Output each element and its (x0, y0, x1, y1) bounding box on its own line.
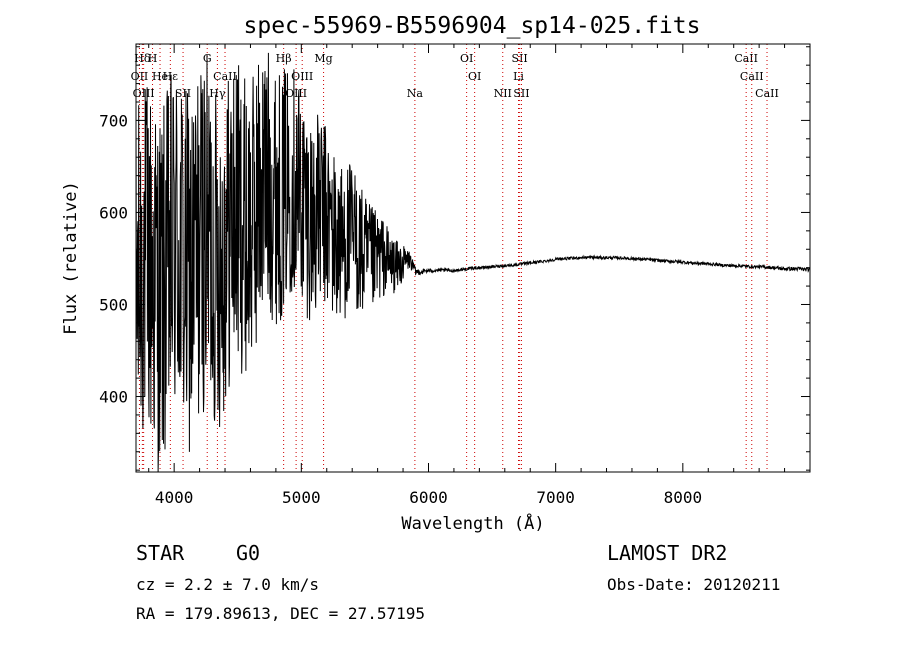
line-marker-label: Li (513, 70, 524, 83)
survey-label: LAMOST DR2 (607, 541, 728, 565)
line-marker-label: SII (513, 87, 529, 100)
y-tick-label: 600 (99, 203, 128, 222)
line-marker-label: Hγ (209, 87, 226, 100)
y-tick-label: 700 (99, 111, 128, 130)
line-marker-label: CaII (734, 52, 758, 65)
line-marker-label: SII (175, 87, 191, 100)
x-tick-label: 8000 (664, 488, 703, 507)
cz-label: cz = 2.2 ± 7.0 km/s (136, 575, 320, 594)
y-axis-label: Flux (relative) (61, 181, 81, 335)
line-marker-label: CaII (213, 70, 237, 83)
line-marker-label: OII (131, 70, 149, 83)
line-marker-label: NII (494, 87, 512, 100)
x-axis-label: Wavelength (Å) (401, 512, 544, 534)
line-marker-label: H (148, 52, 158, 65)
y-tick-label: 400 (99, 388, 128, 407)
x-tick-label: 7000 (536, 488, 575, 507)
line-marker-label: Mg (314, 52, 332, 65)
plot-frame (135, 43, 811, 473)
x-axis: 4000 5000 6000 7000 8000 (148, 44, 786, 507)
line-marker-label: SII (512, 52, 528, 65)
line-marker-label: OI (460, 52, 473, 65)
line-marker-label: OI (468, 70, 481, 83)
y-tick-label: 500 (99, 295, 128, 314)
line-marker-label: Hβ (276, 52, 292, 65)
x-tick-label: 6000 (409, 488, 448, 507)
spectrum-series (135, 52, 810, 473)
spectrum-line (135, 52, 810, 473)
x-tick-label: 4000 (155, 488, 194, 507)
class-label: STAR (136, 541, 185, 565)
line-marker-label: CaII (755, 87, 779, 100)
line-marker-label: OIII (291, 70, 313, 83)
line-marker-label: Hε (163, 70, 179, 83)
x-tick-label: 5000 (282, 488, 321, 507)
line-marker-label: Hδ (134, 52, 151, 65)
subclass-label: G0 (236, 541, 261, 565)
y-axis: 400 500 600 700 (99, 46, 810, 471)
line-marker-label: OIII (285, 87, 307, 100)
chart-title: spec-55969-B5596904_sp14-025.fits (244, 13, 701, 39)
obs-date-label: Obs-Date: 20120211 (607, 575, 781, 594)
line-marker-label: He (152, 70, 168, 83)
line-marker-label: CaII (740, 70, 764, 83)
coords-label: RA = 179.89613, DEC = 27.57195 (136, 604, 425, 623)
line-marker-label: OIII (133, 87, 155, 100)
line-marker-label: Na (407, 87, 424, 100)
